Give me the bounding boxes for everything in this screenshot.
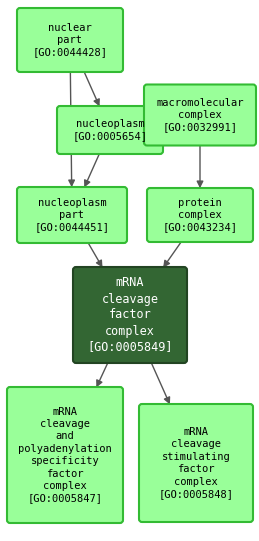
Text: nucleoplasm
part
[GO:0044451]: nucleoplasm part [GO:0044451]: [34, 197, 110, 233]
FancyBboxPatch shape: [7, 387, 123, 523]
Text: mRNA
cleavage
stimulating
factor
complex
[GO:0005848]: mRNA cleavage stimulating factor complex…: [159, 427, 234, 499]
FancyBboxPatch shape: [17, 8, 123, 72]
Text: nucleoplasm
[GO:0005654]: nucleoplasm [GO:0005654]: [73, 119, 147, 141]
FancyBboxPatch shape: [73, 267, 187, 363]
Text: nuclear
part
[GO:0044428]: nuclear part [GO:0044428]: [32, 23, 107, 57]
FancyBboxPatch shape: [17, 187, 127, 243]
Text: mRNA
cleavage
factor
complex
[GO:0005849]: mRNA cleavage factor complex [GO:0005849…: [87, 276, 173, 353]
FancyBboxPatch shape: [139, 404, 253, 522]
FancyBboxPatch shape: [144, 84, 256, 146]
Text: protein
complex
[GO:0043234]: protein complex [GO:0043234]: [162, 197, 238, 233]
FancyBboxPatch shape: [57, 106, 163, 154]
Text: mRNA
cleavage
and
polyadenylation
specificity
factor
complex
[GO:0005847]: mRNA cleavage and polyadenylation specif…: [18, 407, 112, 503]
Text: macromolecular
complex
[GO:0032991]: macromolecular complex [GO:0032991]: [156, 97, 244, 133]
FancyBboxPatch shape: [147, 188, 253, 242]
